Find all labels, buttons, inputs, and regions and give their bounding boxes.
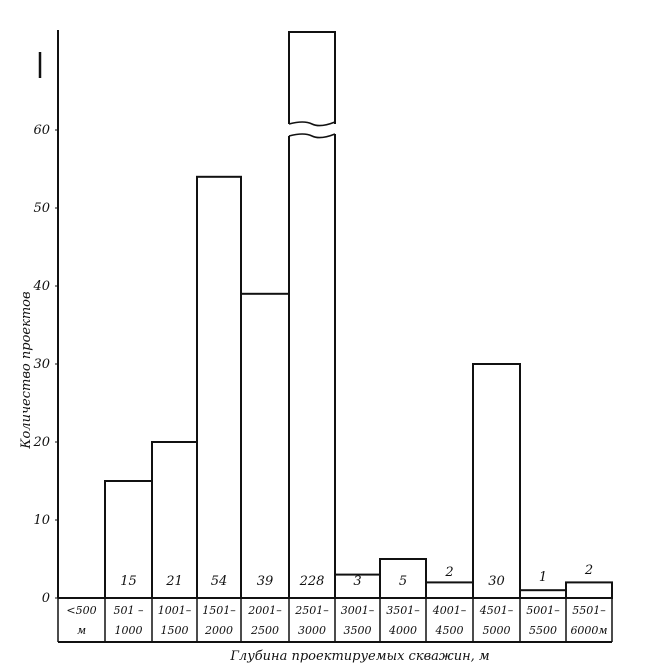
y-tick-label: 60 [33, 123, 50, 138]
bar [472, 363, 521, 599]
y-axis-title: Количество проектов [19, 291, 34, 449]
category-label-line2: 3500 [344, 624, 372, 637]
value-label: 54 [211, 574, 228, 589]
bar [565, 581, 613, 600]
category-label-line1: <500 [66, 604, 96, 617]
category-label-line1: 501 – [114, 604, 144, 617]
y-tick-label: 40 [32, 279, 50, 294]
y-tick-label: 20 [32, 435, 50, 450]
category-label-line2: 5500 [529, 624, 557, 637]
y-tick-label: 30 [33, 357, 50, 372]
y-tick-label: 10 [33, 513, 50, 528]
category-label-line2: 2000 [204, 624, 233, 637]
category-label-line2: м [77, 624, 86, 637]
category-label-line1: 4501– [479, 604, 514, 617]
bar-break-line-lower [288, 133, 336, 139]
y-axis [38, 30, 59, 598]
category-label-line2: 4000 [388, 624, 417, 637]
x-axis-title: Глубина проектируемых скважин, м [229, 649, 489, 664]
y-tick-label: 50 [33, 201, 50, 216]
bar [425, 581, 474, 600]
category-label-line2: 1500 [161, 624, 189, 637]
value-labels: 15 21 54 39 228 3 5 2 30 1 2 [120, 563, 593, 589]
bar-break-line-upper [288, 121, 336, 127]
category-label-line2: 5000 [483, 624, 511, 637]
y-tick-label: 0 [42, 591, 50, 606]
bars [104, 31, 613, 600]
category-label-line2: 2500 [250, 624, 279, 637]
category-label-line1: 1501– [202, 604, 236, 617]
value-label: 1 [539, 570, 547, 585]
y-tick-labels: 0 10 20 30 40 50 60 [32, 123, 59, 606]
value-label: 5 [399, 574, 407, 589]
category-label-line1: 3001– [341, 604, 375, 617]
value-label: 30 [488, 574, 505, 589]
value-label: 2 [584, 563, 593, 578]
category-label-line1: 5501– [572, 604, 606, 617]
category-label-line2: 3000 [298, 624, 326, 637]
bar-broken [288, 31, 336, 598]
value-label: 2 [444, 565, 453, 580]
value-label: 228 [299, 574, 325, 589]
category-label-line1: 2001– [247, 604, 282, 617]
category-label-line1: 5001– [526, 604, 560, 617]
category-label-line2: 4500 [435, 624, 464, 637]
category-label-line1: 1001– [158, 604, 192, 617]
value-label: 39 [257, 574, 274, 589]
bar-upper-part [288, 31, 336, 124]
category-table: <500 м 501 – 1000 1001– 1500 1501– 2000 2001– 250… [57, 597, 613, 643]
bar [196, 175, 242, 600]
category-label-line2: 6000м [570, 624, 607, 637]
category-label-line1: 3501– [386, 604, 420, 617]
value-label: 3 [353, 574, 361, 589]
category-label-line1: 2501– [294, 604, 329, 617]
bar-lower-part [288, 134, 336, 598]
category-label-line1: 4001– [432, 604, 467, 617]
category-label-line2: 1000 [115, 624, 143, 637]
value-label: 15 [120, 574, 137, 589]
bar [240, 292, 290, 599]
bar [519, 589, 567, 600]
value-label: 21 [165, 574, 183, 589]
